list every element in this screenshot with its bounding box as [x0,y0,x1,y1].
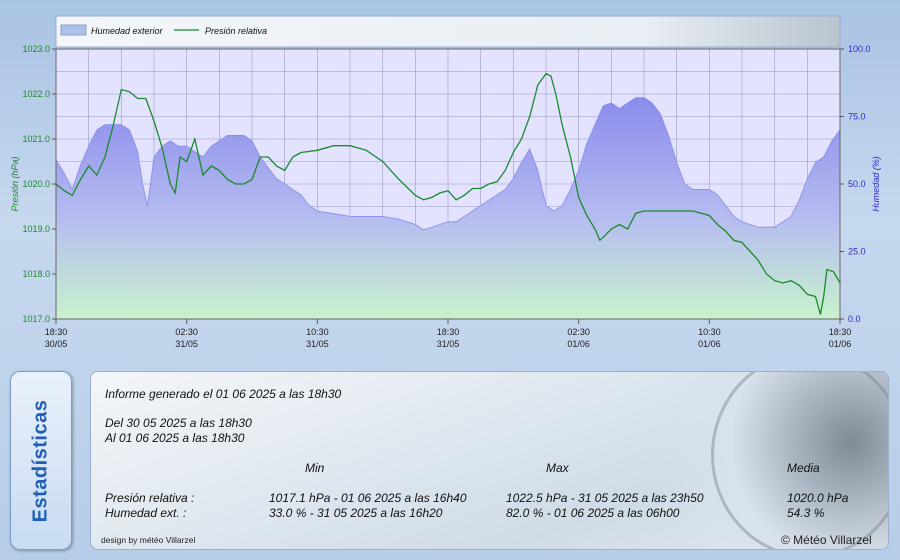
x-tick-date: 01/06 [698,339,721,349]
design-credit: design by météo Villarzel [101,535,196,545]
stats-side-tab: Estadísticas [10,371,72,550]
col-min-header: Min [305,461,325,475]
y-axis-left: 1017.0 1018.0 1019.0 1020.0 1021.0 1022.0 1023… [22,44,56,324]
y-right-tick-label: 75.0 [848,112,866,122]
pressure-humidity-chart: Humedad exterior Presión relativa 1017.0… [10,15,881,349]
y-left-tick-label: 1017.0 [22,314,50,324]
col-avg-header: Media [787,461,820,475]
legend-humidity-label: Humedad exterior [91,26,164,36]
stats-panel: Informe generado el 01 06 2025 a las 18h… [90,371,889,550]
y-left-tick-label: 1020.0 [22,179,50,189]
legend-humidity-swatch [60,24,87,36]
x-tick-time: 18:30 [437,327,460,337]
y-right-tick-label: 0.0 [848,314,861,324]
x-tick-date: 01/06 [567,339,590,349]
y-right-label: Humedad (%) [871,156,881,212]
humidity-area [55,97,841,320]
y-axis-right: 0.0 25.0 50.0 75.0 100.0 [840,44,871,324]
report-from: Del 30 05 2025 a las 18h30 [105,416,252,430]
x-tick-time: 02:30 [567,327,590,337]
row-pressure-label: Presión relativa : [105,491,195,505]
x-axis: 18:30 30/05 02:30 31/05 10:30 31/05 18:30 31/05… [45,319,852,349]
y-right-tick-label: 25.0 [848,247,866,257]
x-tick-date: 31/05 [437,339,460,349]
x-tick-date: 31/05 [175,339,198,349]
row-pressure-max: 1022.5 hPa - 31 05 2025 a las 23h50 [506,491,704,505]
y-left-tick-label: 1023.0 [22,44,50,54]
y-right-tick-label: 50.0 [848,179,866,189]
x-tick-date: 30/05 [45,339,68,349]
y-left-tick-label: 1021.0 [22,134,50,144]
x-tick-date: 31/05 [306,339,329,349]
legend-pressure-label: Presión relativa [205,26,267,36]
report-to: Al 01 06 2025 a las 18h30 [105,431,245,445]
row-humidity-label: Humedad ext. : [105,506,187,520]
row-pressure-avg: 1020.0 hPa [787,491,849,505]
y-left-tick-label: 1019.0 [22,224,50,234]
row-pressure-min: 1017.1 hPa - 01 06 2025 a las 16h40 [269,491,467,505]
x-tick-date: 01/06 [829,339,852,349]
x-tick-time: 02:30 [175,327,198,337]
x-tick-time: 18:30 [829,327,852,337]
y-right-tick-label: 100.0 [848,44,871,54]
row-humidity-min: 33.0 % - 31 05 2025 a las 16h20 [269,506,443,520]
report-generated: Informe generado el 01 06 2025 a las 18h… [105,387,342,401]
stats-side-title: Estadísticas [29,399,52,522]
row-humidity-max: 82.0 % - 01 06 2025 a las 06h00 [506,506,680,520]
barometer-image [711,372,888,549]
row-humidity-avg: 54.3 % [787,506,825,520]
x-tick-time: 10:30 [698,327,721,337]
x-tick-time: 18:30 [45,327,68,337]
copyright: © Météo Villarzel [781,533,872,547]
y-left-label: Presión (hPa) [10,156,20,211]
y-left-tick-label: 1018.0 [22,269,50,279]
y-left-tick-label: 1022.0 [22,89,50,99]
pressure-line [55,72,841,315]
legend-box [55,15,841,48]
col-max-header: Max [546,461,569,475]
x-tick-time: 10:30 [306,327,329,337]
